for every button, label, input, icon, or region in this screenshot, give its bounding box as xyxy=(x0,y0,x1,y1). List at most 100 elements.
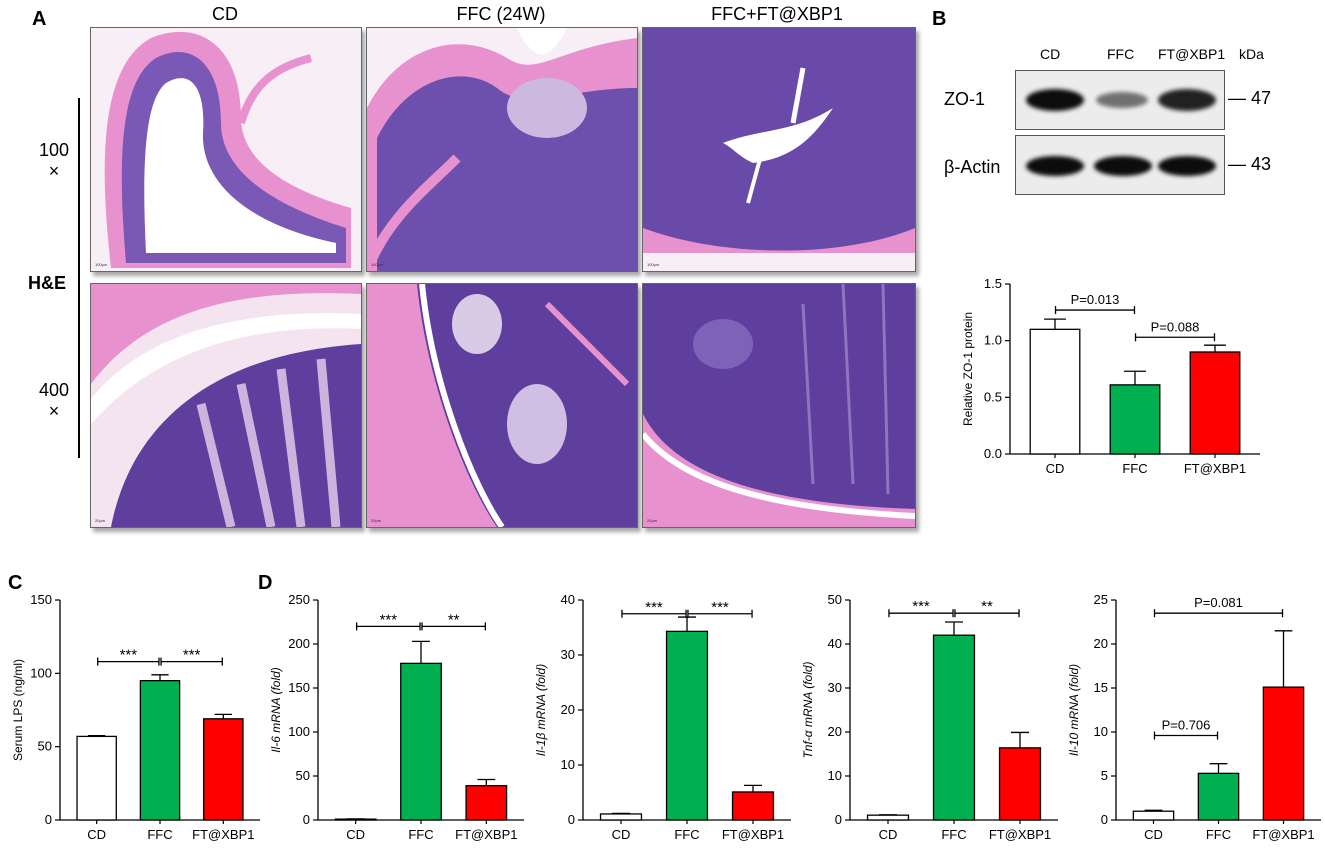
significance-label: ** xyxy=(981,598,993,615)
blot-band xyxy=(1096,92,1148,108)
x-tick-label: CD xyxy=(1144,827,1163,842)
blot-unit-kda: kDa xyxy=(1239,46,1264,62)
significance-label: ** xyxy=(448,611,460,628)
y-tick-label: 150 xyxy=(288,680,310,695)
scalebar-label: 100μm xyxy=(95,262,108,267)
y-tick-label: 250 xyxy=(288,592,310,607)
micrograph-ffc-100x: 100μm xyxy=(366,27,638,272)
y-tick-label: 0 xyxy=(568,812,575,827)
y-tick-label: 1.5 xyxy=(984,276,1002,291)
chart-zo1: 0.0 0.5 1.0 1.5 Relative ZO-1 protein CD FFC FT… xyxy=(961,276,1260,476)
panel-letter-a: A xyxy=(32,8,47,30)
micrograph-ffc-ftxbp1-100x: 100μm xyxy=(642,27,916,272)
micrograph-ffc-400x: 20μm xyxy=(366,283,638,528)
y-tick-label: 30 xyxy=(561,647,575,662)
blot-lane-ftxbp1: FT@XBP1 xyxy=(1158,46,1226,62)
y-tick-label: 150 xyxy=(30,592,52,607)
panel-letter-c: C xyxy=(8,572,23,594)
bar-ffc xyxy=(665,630,709,821)
x-tick-label: CD xyxy=(1046,461,1065,476)
blot-lane-ffc: FFC xyxy=(1107,46,1135,62)
scalebar-label: 20μm xyxy=(371,518,382,523)
x-tick-label: CD xyxy=(879,827,898,842)
y-tick-label: 50 xyxy=(828,592,842,607)
micrograph-ffc-ftxbp1-400x: 20μm xyxy=(642,283,916,528)
magnification-400-value: 400 xyxy=(38,380,70,400)
x-tick-label: FT@XBP1 xyxy=(455,827,517,842)
magnification-100-times: × xyxy=(48,161,60,181)
magnification-bracket xyxy=(78,98,80,458)
bar-cd xyxy=(76,735,117,821)
panel-letter-d: D xyxy=(258,572,273,594)
x-tick-label: FT@XBP1 xyxy=(192,827,254,842)
x-tick-label: FT@XBP1 xyxy=(722,827,784,842)
blot-strip-bactin xyxy=(1015,135,1225,195)
y-tick-label: 0.0 xyxy=(984,446,1002,461)
bar-cd xyxy=(1029,328,1081,455)
y-tick-label: 50 xyxy=(38,739,52,754)
chart-lps: 0 50 100 150 Serum LPS (ng/ml) CD FFC FT@XBP1 **… xyxy=(11,592,260,842)
y-tick-label: 20 xyxy=(561,702,575,717)
y-tick-label: 15 xyxy=(1094,680,1108,695)
x-tick-label: FFC xyxy=(941,827,966,842)
x-tick-label: FT@XBP1 xyxy=(989,827,1051,842)
y-tick-label: 20 xyxy=(1094,636,1108,651)
significance-label: *** xyxy=(120,647,138,664)
y-tick-label: 10 xyxy=(828,768,842,783)
y-tick-label: 0.5 xyxy=(984,389,1002,404)
y-tick-label: 100 xyxy=(288,724,310,739)
y-tick-label: 100 xyxy=(30,665,52,680)
bar-ftxbp1 xyxy=(731,791,775,821)
scalebar-label: 100μm xyxy=(647,262,660,267)
y-axis-label: Serum LPS (ng/ml) xyxy=(11,659,25,761)
bar-ffc xyxy=(1109,384,1161,455)
y-axis-label: Tnf-α mRNA (fold) xyxy=(801,661,815,758)
y-axis-label: Il-6 mRNA (fold) xyxy=(269,667,283,753)
y-tick-label: 50 xyxy=(296,768,310,783)
y-tick-label: 10 xyxy=(561,757,575,772)
bar-cd xyxy=(599,813,643,821)
x-tick-label: FFC xyxy=(1206,827,1231,842)
chart-il1b: 0 10 20 30 40 Il-1β mRNA (fold) CD FFC FT@XBP1 **… xyxy=(534,592,791,842)
y-tick-label: 10 xyxy=(1094,724,1108,739)
x-tick-label: FT@XBP1 xyxy=(1184,461,1246,476)
bar-ffc xyxy=(1197,772,1240,821)
chart-tnfa: 0 10 20 30 40 50 Tnf-α mRNA (fold) CD FFC FT@XBP1… xyxy=(801,592,1058,842)
blot-label-bactin: β-Actin xyxy=(944,157,1001,177)
micrograph-cd-100x: 100μm xyxy=(90,27,362,272)
y-tick-label: 30 xyxy=(828,680,842,695)
column-title-cd: CD xyxy=(212,4,238,24)
magnification-100-value: 100 xyxy=(38,140,70,160)
significance-label: P=0.081 xyxy=(1194,595,1243,610)
bar-ffc xyxy=(932,634,976,821)
micrograph-cd-400x: 20μm xyxy=(90,283,362,528)
y-tick-label: 0 xyxy=(1101,812,1108,827)
y-axis-label: Relative ZO-1 protein xyxy=(961,312,975,426)
bar-cd xyxy=(1132,810,1175,821)
y-tick-label: 25 xyxy=(1094,592,1108,607)
magnification-100: 100 × xyxy=(34,140,74,182)
blot-band xyxy=(1094,156,1152,176)
x-tick-label: CD xyxy=(346,827,365,842)
column-title-ffc: FFC (24W) xyxy=(456,4,546,24)
magnification-400-times: × xyxy=(48,401,60,421)
bar-ftxbp1 xyxy=(465,785,508,821)
x-tick-label: FFC xyxy=(1122,461,1147,476)
y-tick-label: 5 xyxy=(1101,768,1108,783)
bar-ffc xyxy=(139,680,181,821)
blot-band xyxy=(1026,89,1084,111)
scalebar-label: 20μm xyxy=(647,518,658,523)
blot-band xyxy=(1158,156,1216,176)
panel-letter-b: B xyxy=(932,8,947,30)
y-tick-label: 0 xyxy=(303,812,310,827)
x-tick-label: FFC xyxy=(147,827,172,842)
significance-label: *** xyxy=(645,599,663,616)
y-tick-label: 1.0 xyxy=(984,333,1002,348)
chart-il6: 0 50 100 150 200 250 Il-6 mRNA (fold) CD FFC FT@X… xyxy=(269,592,524,842)
bar-ffc xyxy=(400,662,442,821)
blot-band xyxy=(1158,89,1216,111)
blot-kda-47: — 47 xyxy=(1228,88,1272,108)
y-tick-label: 40 xyxy=(561,592,575,607)
bar-ftxbp1 xyxy=(203,718,244,821)
bar-ftxbp1 xyxy=(998,747,1042,821)
